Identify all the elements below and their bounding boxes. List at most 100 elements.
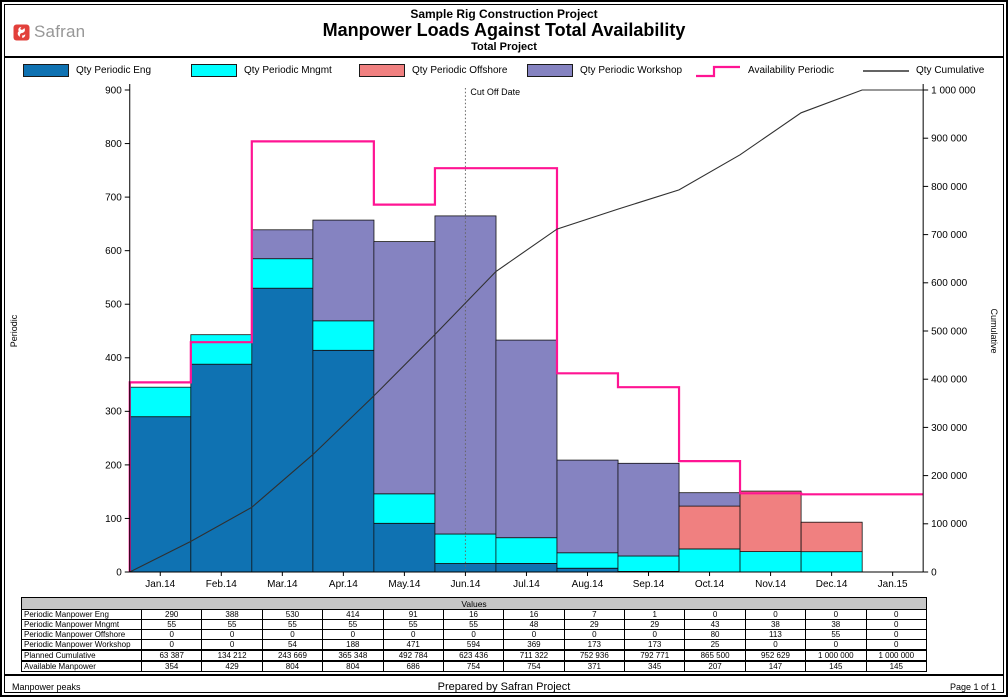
table-cell: 711 322	[503, 649, 565, 662]
table-cell: 429	[201, 660, 263, 672]
bar-segment	[312, 349, 375, 573]
x-axis-month-label: Jul.14	[513, 579, 540, 590]
table-cell: 38	[805, 619, 867, 630]
bar-segment	[556, 459, 619, 554]
table-cell: 145	[805, 660, 867, 672]
table-cell: 414	[322, 609, 384, 620]
table-cell: 0	[805, 639, 867, 651]
right-axis-tick-label: 200 000	[931, 471, 968, 482]
bar-segment	[556, 552, 619, 569]
table-cell: 804	[322, 660, 384, 672]
left-axis-tick-label: 100	[105, 514, 122, 525]
x-axis-month-label: Nov.14	[755, 579, 786, 590]
safran-logo: Safran	[13, 22, 85, 42]
legend-step-line-icon	[696, 65, 740, 77]
bar-segment	[373, 493, 436, 524]
x-axis-month-label: Mar.14	[267, 579, 298, 590]
left-axis-tick-label: 300	[105, 407, 122, 418]
table-cell: 0	[503, 629, 565, 640]
x-axis-month-label: May.14	[388, 579, 420, 590]
table-cell: 0	[865, 629, 927, 640]
table-cell: 354	[140, 660, 203, 672]
table-cell: 55	[382, 619, 444, 630]
table-cell: 686	[382, 660, 444, 672]
table-cell: 1 000 000	[805, 649, 867, 662]
x-axis-month-label: Feb.14	[206, 579, 237, 590]
table-cell: 173	[563, 639, 626, 651]
x-axis-month-label: Jun.14	[450, 579, 480, 590]
table-cell: 55	[805, 629, 867, 640]
table-cell: 243 669	[261, 649, 324, 662]
x-axis-month-label: Dec.14	[816, 579, 848, 590]
table-cell: 25	[684, 639, 746, 651]
left-axis-tick-label: 600	[105, 246, 122, 257]
bar-segment	[373, 241, 436, 495]
bar-segment	[678, 548, 741, 573]
table-cell: 55	[442, 619, 505, 630]
table-cell: 952 629	[744, 649, 807, 662]
table-cell: 0	[744, 609, 807, 620]
bar-segment	[739, 551, 802, 573]
table-cell: 594	[442, 639, 505, 651]
table-cell: 754	[442, 660, 505, 672]
bar-segment	[129, 416, 192, 573]
table-cell: 0	[744, 639, 807, 651]
table-cell: 388	[201, 609, 263, 620]
left-axis-title: Periodic	[9, 314, 19, 347]
cumulative-line	[129, 89, 924, 573]
table-cell: 55	[140, 619, 203, 630]
bar-segment	[617, 555, 680, 572]
table-cell: 623 436	[442, 649, 505, 662]
bar-segment	[678, 492, 741, 507]
table-cell: 43	[684, 619, 746, 630]
legend-swatch-icon	[359, 64, 405, 77]
table-cell: 91	[382, 609, 444, 620]
cutoff-label: Cut Off Date	[470, 87, 520, 97]
table-cell: 492 784	[382, 649, 444, 662]
table-cell: 134 212	[201, 649, 263, 662]
project-title: Sample Rig Construction Project	[410, 7, 598, 21]
report-titles: Sample Rig Construction Project Manpower…	[5, 5, 1003, 53]
left-axis-tick-label: 900	[105, 85, 122, 96]
right-axis-tick-label: 500 000	[931, 326, 968, 337]
bar-segment	[129, 386, 192, 418]
table-values-header: Values	[21, 597, 927, 610]
table-cell: 113	[744, 629, 807, 640]
table-cell: 0	[201, 629, 263, 640]
footer-report-name: Manpower peaks	[12, 682, 81, 692]
legend-item-label: Qty Periodic Eng	[76, 65, 152, 76]
right-axis-tick-label: 800 000	[931, 182, 968, 193]
x-axis-month-label: Apr.14	[329, 579, 358, 590]
bar-segment	[190, 363, 253, 573]
footer-prepared-by: Prepared by Safran Project	[437, 681, 571, 693]
bar-segment	[678, 505, 741, 550]
legend-item: Qty Periodic Eng	[23, 63, 151, 78]
legend-swatch-icon	[23, 64, 69, 77]
x-axis-month-label: Sep.14	[633, 579, 665, 590]
report-header: Safran Sample Rig Construction Project M…	[5, 5, 1003, 58]
bar-segment	[800, 551, 863, 573]
table-cell: 0	[623, 629, 686, 640]
table-cell: 55	[322, 619, 384, 630]
bar-segment	[434, 215, 497, 535]
left-axis-tick-label: 800	[105, 139, 122, 150]
table-cell: 0	[563, 629, 626, 640]
bar-segment	[251, 287, 314, 573]
bar-segment	[251, 258, 314, 289]
chart-svg: Cut Off Date 0 100 200 300 400 500 600 700 800 900…	[9, 84, 999, 590]
x-axis-month-label: Jan.14	[145, 579, 175, 590]
table-row-label: Planned Cumulative	[21, 649, 142, 662]
cutoff-marker: Cut Off Date	[464, 87, 520, 572]
right-axis-tick-label: 300 000	[931, 423, 968, 434]
report-inner-frame: Safran Sample Rig Construction Project M…	[4, 4, 1004, 693]
table-cell: 54	[261, 639, 324, 651]
bar-segment	[190, 334, 253, 365]
table-cell: 371	[563, 660, 626, 672]
table-cell: 7	[563, 609, 626, 620]
table-row: Available Manpower 354 429 804 804 686 754 754 3…	[21, 660, 927, 672]
report-content: Safran Sample Rig Construction Project M…	[5, 5, 1003, 676]
table-cell: 0	[442, 629, 505, 640]
table-cell: 80	[684, 629, 746, 640]
chart-area: Cut Off Date 0 100 200 300 400 500 600 700 800 900…	[5, 82, 1003, 594]
right-axis-tick-label: 0	[931, 567, 937, 578]
